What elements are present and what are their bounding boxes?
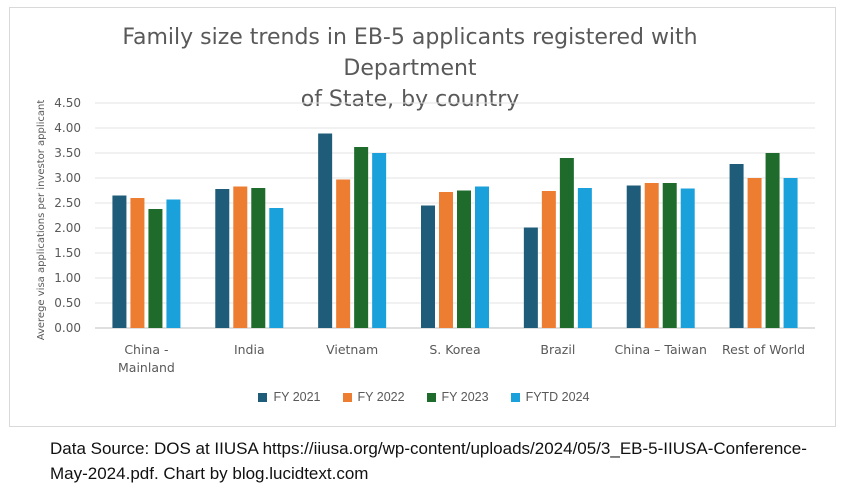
legend: FY 2021 FY 2022 FY 2023 FYTD 2024 <box>0 390 848 404</box>
legend-label: FY 2021 <box>273 390 321 404</box>
x-category-label: Brazil <box>540 342 575 357</box>
y-tick-label: 2.00 <box>54 221 81 235</box>
x-category-label: Vietnam <box>326 342 378 357</box>
x-category-label: China – Taiwan <box>615 342 707 357</box>
bar <box>166 199 181 328</box>
bar <box>336 179 351 328</box>
bars <box>112 133 798 328</box>
bar <box>251 188 266 328</box>
bar <box>130 198 145 328</box>
bar <box>475 186 489 328</box>
gridlines <box>95 102 815 329</box>
x-category-label: Rest of World <box>722 342 805 357</box>
x-axis-categories: China - Mainland India Vietnam S. Korea Brazi… <box>118 342 805 375</box>
y-tick-label: 1.50 <box>54 246 81 260</box>
x-category-label: China - <box>124 342 168 357</box>
bar <box>680 188 695 328</box>
chart-title: Family size trends in EB-5 applicants re… <box>60 22 760 115</box>
y-tick-label: 3.50 <box>54 146 81 160</box>
y-tick-label: 3.00 <box>54 171 81 185</box>
chart-title-line-2: of State, by country <box>300 87 520 112</box>
bar <box>421 205 435 328</box>
x-category-label: India <box>234 342 265 357</box>
y-axis-label: Averege visa applications per investor a… <box>36 100 47 341</box>
bar <box>112 195 127 328</box>
bar <box>148 209 163 328</box>
y-tick-label: 0.00 <box>54 321 81 335</box>
legend-item: FY 2021 <box>258 390 321 404</box>
y-tick-label: 4.50 <box>54 96 81 110</box>
y-axis-ticks: 0.00 0.50 1.00 1.50 2.00 2.50 3.00 3.50 4.00 4.50 <box>54 96 81 335</box>
bar <box>233 186 248 328</box>
bar-chart: 0.00 0.50 1.00 1.50 2.00 2.50 3.00 3.50 4.00 4.50… <box>36 96 815 375</box>
y-tick-label: 0.50 <box>54 296 81 310</box>
legend-label: FY 2022 <box>357 390 405 404</box>
y-tick-label: 2.50 <box>54 196 81 210</box>
bar <box>457 190 471 328</box>
legend-item: FY 2022 <box>342 390 405 404</box>
bar <box>747 178 762 328</box>
bar <box>729 164 744 328</box>
bar <box>577 188 592 328</box>
bar <box>372 153 387 328</box>
data-source-note: Data Source: DOS at IIUSA https://iiusa.… <box>50 439 807 483</box>
y-tick-label: 1.00 <box>54 271 81 285</box>
bar <box>644 183 659 328</box>
legend-item: FYTD 2024 <box>510 390 590 404</box>
x-category-label: Mainland <box>118 360 175 375</box>
bar <box>269 208 284 328</box>
legend-swatch <box>342 392 352 402</box>
chart-title-line-1: Family size trends in EB-5 applicants re… <box>122 25 698 81</box>
bar <box>439 192 453 328</box>
legend-swatch <box>258 392 268 402</box>
legend-label: FYTD 2024 <box>525 390 590 404</box>
bar <box>541 191 556 328</box>
bar <box>215 189 230 328</box>
y-tick-label: 4.00 <box>54 121 81 135</box>
bar <box>523 227 538 328</box>
bar <box>662 183 677 328</box>
legend-swatch <box>510 392 520 402</box>
bar <box>318 133 333 328</box>
legend-item: FY 2023 <box>426 390 489 404</box>
x-category-label: S. Korea <box>429 342 480 357</box>
bar <box>354 147 369 328</box>
legend-label: FY 2023 <box>441 390 489 404</box>
bar <box>559 158 574 328</box>
bar <box>626 185 641 328</box>
legend-swatch <box>426 392 436 402</box>
bar <box>783 178 798 328</box>
bar <box>765 153 780 328</box>
